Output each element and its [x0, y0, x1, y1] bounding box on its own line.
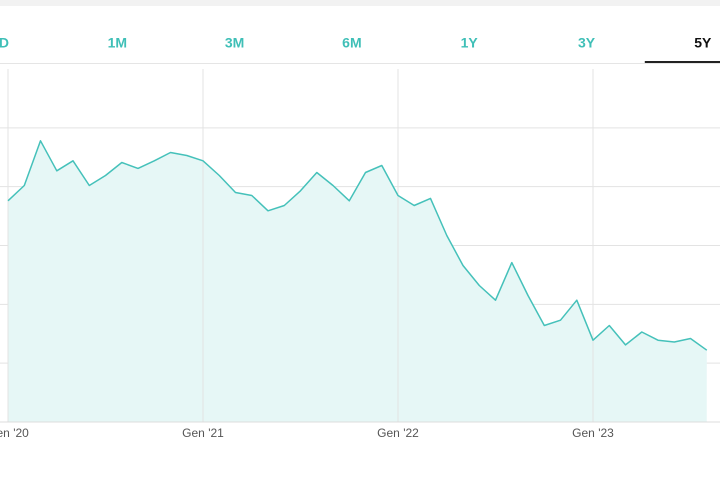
tab[interactable]: 1Y [461, 35, 479, 51]
tab[interactable]: 1M [108, 35, 127, 51]
top-band [0, 0, 720, 6]
tab[interactable]: 3M [225, 35, 244, 51]
tab[interactable]: 1D [0, 35, 9, 51]
active-underline [644, 61, 720, 63]
tab[interactable]: 6M [342, 35, 361, 51]
tab[interactable]: 3Y [578, 35, 596, 51]
line [7, 140, 708, 351]
area [8, 140, 707, 423]
x-tick-label: Gen '20 [0, 426, 29, 440]
x-tick-label: Gen '23 [572, 426, 614, 440]
plot: Gen '20 Gen '21 Gen '22 Gen '23 [0, 69, 720, 440]
tab[interactable]: 5Y [694, 35, 712, 51]
x-tick-label: Gen '21 [182, 426, 224, 440]
x-tick-label: Gen '22 [377, 426, 419, 440]
